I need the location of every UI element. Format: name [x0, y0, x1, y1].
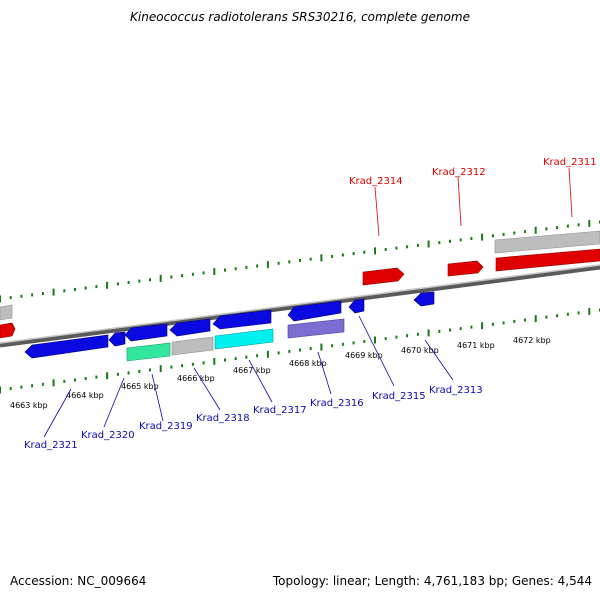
gene-purple[interactable]: [287, 318, 345, 339]
gene-grey-left[interactable]: [0, 304, 13, 321]
forward-strand-ticks: [0, 219, 600, 303]
forward-genes: [0, 230, 600, 339]
kbp-label: 4670 kbp: [401, 346, 439, 355]
gene-krad-2317[interactable]: [212, 309, 272, 330]
kbp-label: 4669 kbp: [345, 351, 383, 360]
label-krad-2314[interactable]: Krad_2314: [349, 176, 403, 187]
gene-grey-mid[interactable]: [171, 336, 214, 356]
label-krad-2320[interactable]: Krad_2320: [81, 430, 135, 441]
gene-krad-2319[interactable]: [124, 323, 168, 342]
gene-krad-2318[interactable]: [169, 318, 211, 337]
label-krad-2311[interactable]: Krad_2311: [543, 157, 597, 168]
gene-krad-2312[interactable]: [447, 260, 484, 277]
kbp-scale-labels: 4663 kbp 4664 kbp 4665 kbp 4666 kbp 4667…: [10, 336, 551, 410]
kbp-label: 4671 kbp: [457, 341, 495, 350]
gene-grey-right[interactable]: [494, 230, 600, 254]
kbp-label: 4672 kbp: [513, 336, 551, 345]
label-krad-2312[interactable]: Krad_2312: [432, 167, 486, 178]
reverse-strand-ticks: [0, 307, 600, 394]
kbp-label: 4668 kbp: [289, 359, 327, 368]
kbp-label: 4666 kbp: [177, 374, 215, 383]
kbp-label: 4664 kbp: [66, 391, 104, 400]
gene-krad-2321[interactable]: [24, 334, 109, 359]
label-krad-2317[interactable]: Krad_2317: [253, 405, 307, 416]
gene-krad-2314[interactable]: [362, 267, 405, 286]
gene-teal[interactable]: [126, 342, 171, 362]
label-krad-2321[interactable]: Krad_2321: [24, 440, 78, 451]
label-krad-2313[interactable]: Krad_2313: [429, 385, 483, 396]
gene-krad-2313[interactable]: [413, 291, 435, 307]
gene-cyan[interactable]: [214, 328, 274, 350]
forward-gene-labels: Krad_2314 Krad_2312 Krad_2311: [349, 157, 597, 237]
label-krad-2318[interactable]: Krad_2318: [196, 413, 250, 424]
genome-summary: Topology: linear; Length: 4,761,183 bp; …: [272, 574, 592, 588]
gene-krad-2311[interactable]: [495, 248, 600, 272]
reverse-genes: [24, 291, 435, 362]
label-krad-2316[interactable]: Krad_2316: [310, 398, 364, 409]
accession-label: Accession: NC_009664: [10, 574, 147, 588]
figure-title: Kineococcus radiotolerans SRS30216, comp…: [130, 10, 470, 24]
gene-krad-2316[interactable]: [287, 300, 342, 322]
kbp-label: 4663 kbp: [10, 401, 48, 410]
gene-krad-2315[interactable]: [348, 298, 365, 314]
label-krad-2315[interactable]: Krad_2315: [372, 391, 426, 402]
gene-red-left[interactable]: [0, 322, 16, 339]
kbp-label: 4667 kbp: [233, 366, 271, 375]
reverse-gene-labels: Krad_2321 Krad_2320 Krad_2319 Krad_2318 …: [24, 315, 483, 451]
label-krad-2319[interactable]: Krad_2319: [139, 421, 193, 432]
gene-krad-2320[interactable]: [108, 331, 126, 347]
kbp-label: 4665 kbp: [121, 382, 159, 391]
